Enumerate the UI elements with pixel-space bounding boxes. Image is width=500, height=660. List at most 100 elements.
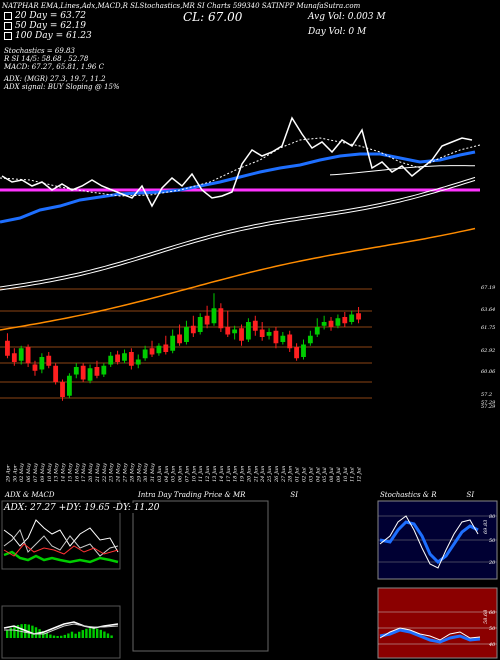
candle-body: [39, 357, 45, 370]
candle-body: [156, 345, 162, 354]
date-tick-label: 13 May: [54, 463, 60, 482]
macd-histogram-bar: [9, 628, 12, 638]
date-tick-label: 16 May: [74, 463, 80, 482]
date-tick-label: 05 Jul: [322, 467, 328, 482]
dotted-ema-line: [0, 137, 481, 197]
date-tick-label: 03 Jun: [157, 466, 163, 482]
macd-line: [3, 621, 119, 635]
rsi-white-line: [379, 627, 481, 641]
macd-histogram-bar: [78, 631, 81, 638]
macd-histogram-bar: [31, 625, 34, 638]
date-tick-label: 10 May: [47, 463, 53, 482]
candle-body: [25, 347, 31, 364]
macd-histogram-bar: [70, 631, 74, 638]
candle-body: [232, 329, 238, 334]
price-tick-label: 57.29: [481, 404, 496, 410]
stoch-level-label: 20: [488, 560, 496, 566]
rsi-blue-line: [379, 628, 481, 644]
date-tick-label: 14 May: [61, 463, 67, 482]
candle-body: [163, 344, 169, 352]
date-tick-label: 10 Jul: [343, 467, 349, 482]
adx-readout: ADX: 27.27 +DY: 19.65 -DY: 11.20: [4, 503, 160, 513]
macd-histogram-bar: [63, 634, 66, 638]
intraday-panel: [132, 500, 269, 652]
macd-histogram-bar: [34, 627, 38, 638]
date-tick-label: 11 Jun: [198, 466, 204, 482]
legend-swatch: [4, 21, 12, 30]
price-tick-label: 61.75: [481, 325, 495, 331]
price-tick-label: 57.29: [481, 400, 496, 406]
candle-body: [11, 353, 17, 362]
date-tick-label: 09 May: [40, 463, 46, 482]
stoch-readout: 69.83: [483, 520, 489, 534]
date-tick-label: 02 Jul: [301, 467, 307, 482]
candle-body: [266, 332, 272, 336]
candle-body: [225, 327, 231, 335]
adx-green-line: [3, 550, 119, 564]
date-tick-label: 17 Jun: [226, 466, 232, 482]
date-tick-label: 28 May: [129, 463, 135, 483]
macd-histogram-bar: [45, 633, 48, 638]
rsi-info: R SI 14/5: 58.68 , 52.78: [4, 55, 89, 63]
header-line: NATPHAR EMA,Lines,Adx,MACD,R SLStochasti…: [2, 2, 361, 10]
macd-histogram-bar: [99, 629, 102, 638]
rsi-level-label: 40: [488, 642, 496, 648]
candle-body: [5, 340, 10, 356]
date-tick-label: 12 Jun: [205, 466, 211, 482]
macd-histogram-bar: [106, 633, 110, 638]
date-tick-label: 18 Jun: [233, 466, 239, 482]
legend-label: 50 Day = 62.19: [15, 21, 87, 31]
candle-body: [66, 375, 72, 396]
avg-volume: Avg Vol: 0.003 M: [308, 12, 386, 22]
macd-histogram-bar: [96, 628, 99, 638]
candle-body: [73, 367, 79, 375]
day-volume: Day Vol: 0 M: [308, 27, 367, 37]
candle-body: [46, 355, 52, 366]
candle-body: [108, 355, 114, 365]
candle-body: [197, 317, 203, 332]
macd-histogram-bar: [85, 628, 88, 638]
date-tick-label: 01 Jul: [295, 467, 301, 482]
date-tick-label: 09 Jul: [336, 467, 342, 482]
date-tick-label: 27 Jun: [281, 466, 287, 483]
macd-histogram-bar: [42, 631, 45, 638]
candle-body: [32, 364, 38, 371]
date-tick-label: 21 May: [95, 463, 101, 483]
legend-label: 20 Day = 63.72: [15, 11, 87, 21]
stoch-k-line: [379, 520, 479, 564]
blue-ema-line: [0, 150, 476, 224]
candle-body: [184, 327, 189, 342]
date-tick-label: 07 Jun: [184, 466, 190, 482]
stoch-panel-title: Stochastics & R SI: [380, 491, 474, 499]
candle-body: [245, 322, 251, 340]
candle-body: [252, 320, 258, 331]
candle-body: [94, 367, 100, 376]
date-tick-label: 12 Jul: [357, 467, 363, 482]
macd-histogram-bar: [74, 633, 77, 638]
candle-body: [80, 365, 86, 380]
date-tick-label: 29 May: [136, 463, 142, 483]
date-tick-label: 04 Jun: [164, 466, 170, 482]
date-tick-label: 21 Jun: [253, 466, 259, 483]
candle-body: [301, 344, 306, 357]
stoch-si-text: SI: [466, 491, 475, 499]
date-tick-label: 06 Jun: [178, 466, 184, 482]
candle-body: [60, 382, 65, 397]
macd-histogram-bar: [81, 630, 84, 638]
date-tick-label: 14 Jun: [219, 466, 225, 482]
date-tick-label: 04 Jul: [315, 467, 321, 482]
date-tick-label: 06 May: [26, 463, 32, 482]
date-tick-label: 08 Jul: [329, 467, 335, 482]
date-tick-label: 20 May: [88, 463, 94, 483]
date-tick-label: 30 Apr: [12, 464, 18, 482]
date-tick-label: 19 Jun: [240, 466, 246, 482]
date-tick-label: 07 May: [33, 463, 39, 482]
price-tick-label: 67.19: [481, 285, 496, 291]
ema-legend: 20 Day = 63.72 50 Day = 62.19 100 Day = …: [4, 11, 92, 41]
candle-body: [328, 320, 334, 327]
candle-body: [190, 325, 196, 334]
date-tick-label: 11 Jul: [350, 467, 356, 482]
macd-histogram-bar: [92, 628, 95, 638]
candle-body: [294, 347, 300, 359]
date-tick-label: 23 May: [109, 463, 115, 483]
